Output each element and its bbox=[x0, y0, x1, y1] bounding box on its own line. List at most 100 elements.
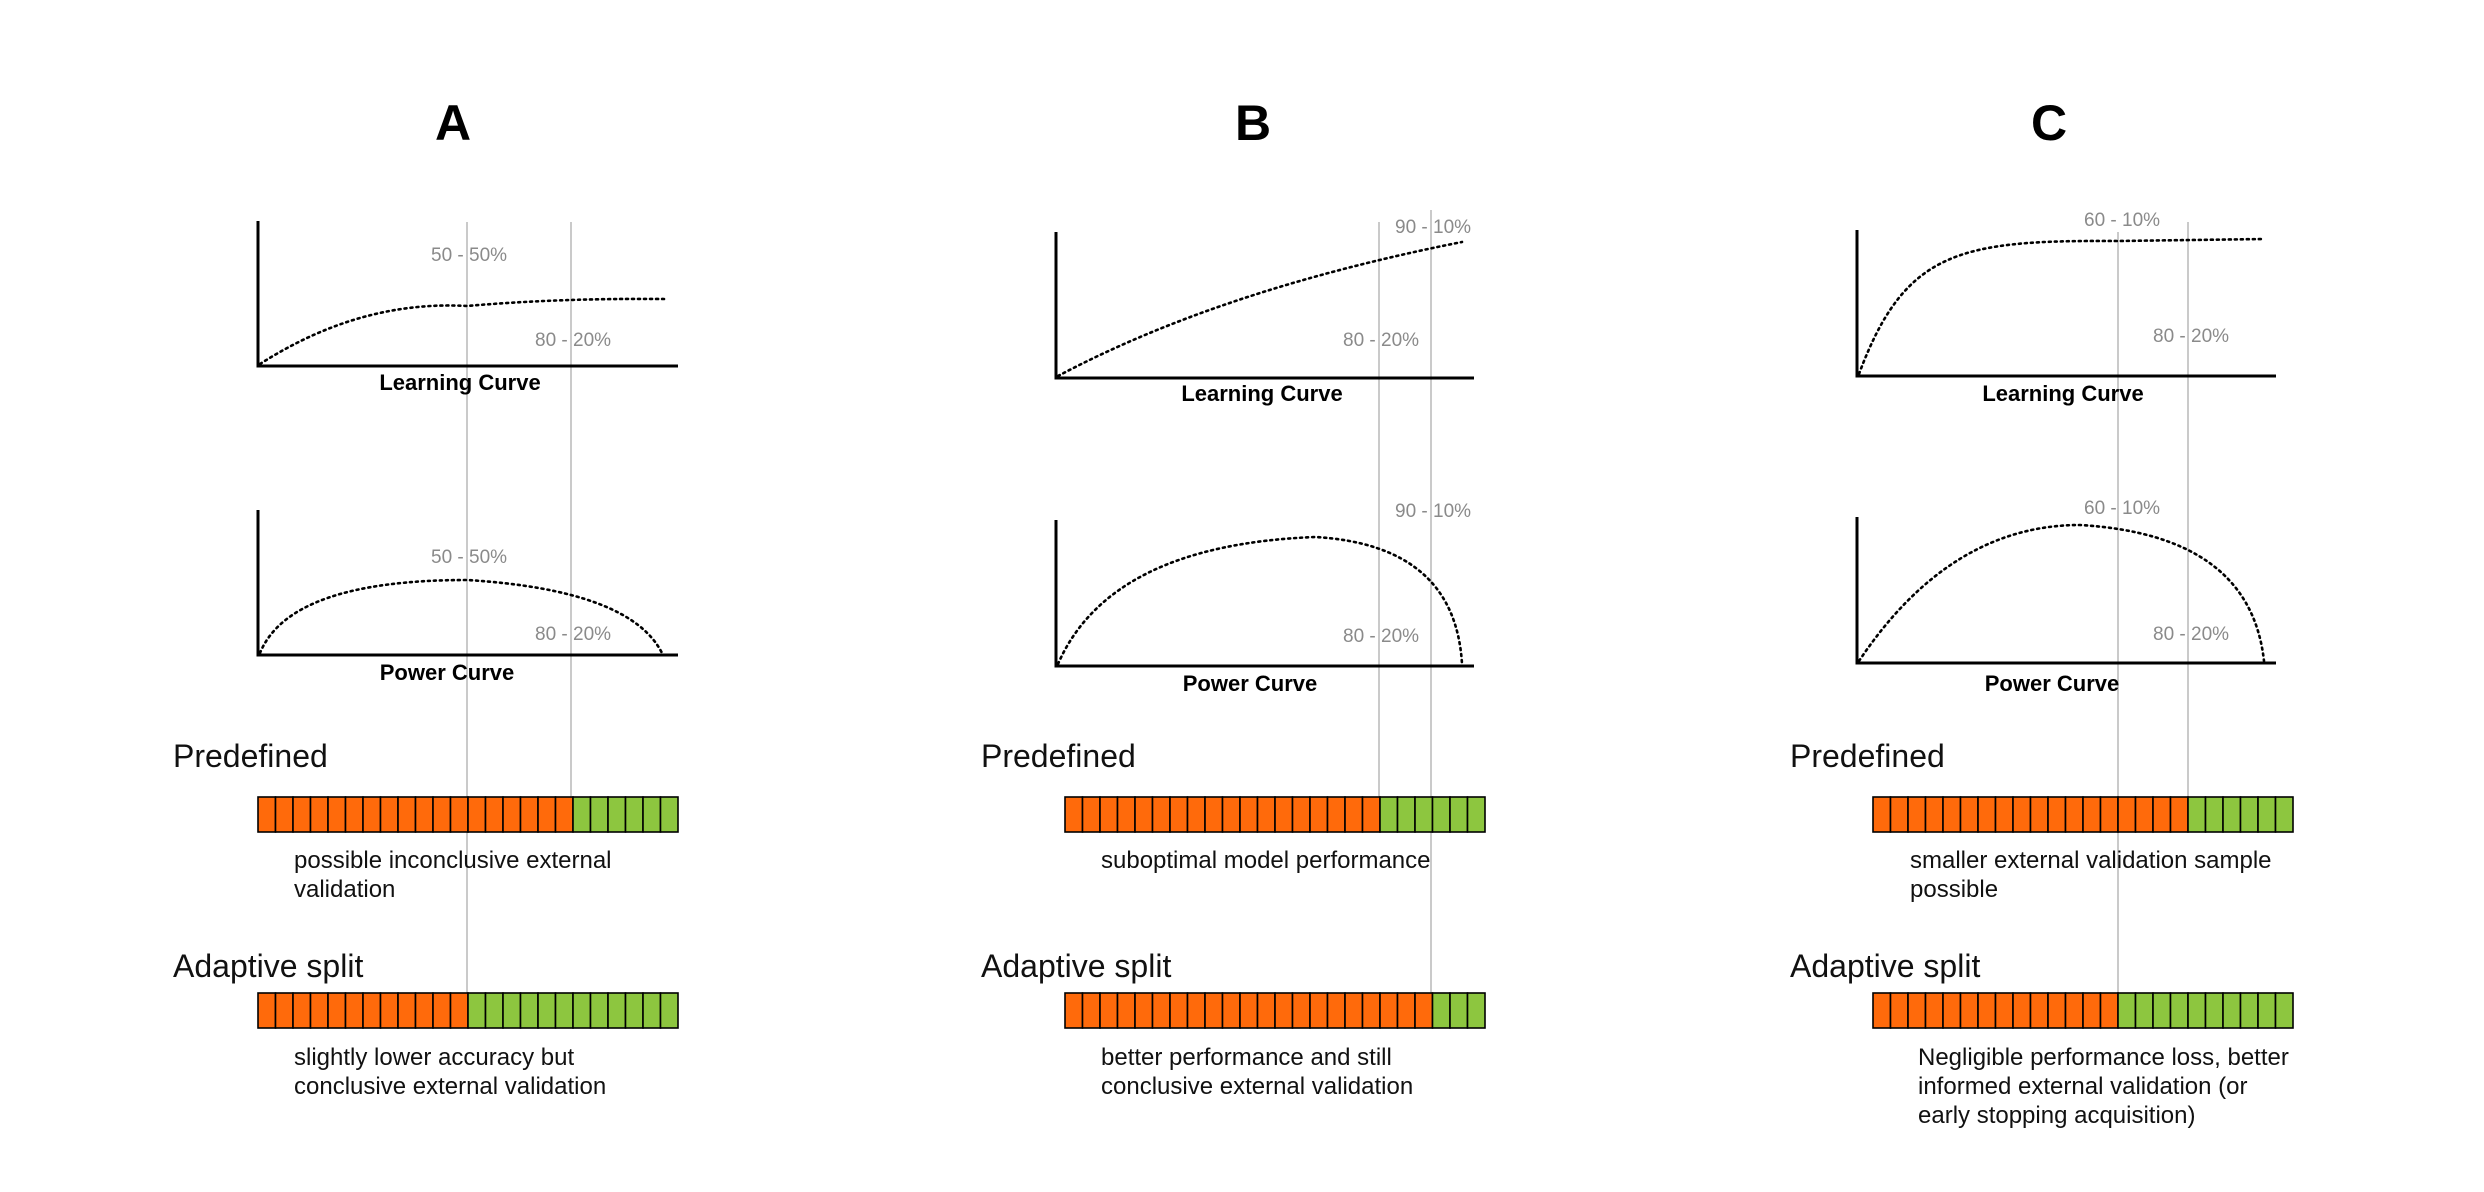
plot-axes bbox=[1054, 232, 1474, 380]
train-segment bbox=[519, 796, 539, 833]
description-line: early stopping acquisition) bbox=[1918, 1102, 2196, 1129]
train-segment bbox=[2029, 992, 2049, 1029]
train-segment bbox=[1169, 992, 1189, 1029]
train-segment bbox=[2029, 796, 2049, 833]
description-line: slightly lower accuracy but bbox=[294, 1044, 574, 1071]
train-segment bbox=[2117, 796, 2137, 833]
train-segment bbox=[274, 992, 294, 1029]
split-annotation-lower: 80 - 20% bbox=[1343, 626, 1419, 647]
predefined-split-bar bbox=[257, 796, 679, 833]
predefined-split-bar bbox=[1064, 796, 1486, 833]
validation-segment bbox=[2169, 992, 2189, 1029]
train-segment bbox=[1274, 992, 1294, 1029]
train-segment bbox=[1239, 992, 1259, 1029]
train-segment bbox=[1221, 796, 1241, 833]
train-segment bbox=[1942, 796, 1962, 833]
validation-segment bbox=[2187, 992, 2207, 1029]
train-segment bbox=[1361, 796, 1381, 833]
validation-segment bbox=[2239, 796, 2259, 833]
train-segment bbox=[1326, 992, 1346, 1029]
train-segment bbox=[1907, 796, 1927, 833]
train-segment bbox=[1221, 992, 1241, 1029]
validation-segment bbox=[2257, 992, 2277, 1029]
split-annotation-lower: 80 - 20% bbox=[2153, 326, 2229, 347]
train-segment bbox=[414, 796, 434, 833]
split-annotation-upper: 60 - 10% bbox=[2084, 210, 2160, 231]
train-segment bbox=[1064, 992, 1084, 1029]
train-segment bbox=[1081, 992, 1101, 1029]
power-curve-line bbox=[1857, 523, 2266, 663]
train-segment bbox=[1186, 796, 1206, 833]
validation-segment bbox=[1396, 796, 1416, 833]
panel-title: C bbox=[2031, 95, 2067, 151]
validation-segment bbox=[659, 992, 679, 1029]
plot-axes bbox=[256, 510, 678, 657]
train-segment bbox=[2152, 796, 2172, 833]
train-segment bbox=[502, 796, 522, 833]
plot-axes bbox=[1054, 520, 1474, 668]
validation-segment bbox=[1431, 992, 1451, 1029]
validation-segment bbox=[2187, 796, 2207, 833]
train-segment bbox=[1116, 796, 1136, 833]
validation-segment bbox=[659, 796, 679, 833]
split-annotation-upper: 90 - 10% bbox=[1395, 217, 1471, 238]
train-segment bbox=[414, 992, 434, 1029]
power-curve-line bbox=[1056, 535, 1464, 666]
learning-curve-plot: 90 - 10% 80 - 20% Learning Curve bbox=[1054, 217, 1474, 406]
panel-c: C 60 - 10% 80 - 20% Learning Curve 60 - … bbox=[1790, 95, 2296, 1129]
description-line: smaller external validation sample bbox=[1910, 847, 2272, 874]
train-segment bbox=[344, 796, 364, 833]
train-segment bbox=[1291, 796, 1311, 833]
train-segment bbox=[257, 992, 277, 1029]
split-annotation-lower: 80 - 20% bbox=[535, 624, 611, 645]
predefined-description: suboptimal model performance bbox=[1101, 847, 1431, 874]
validation-segment bbox=[1431, 796, 1451, 833]
train-segment bbox=[1099, 992, 1119, 1029]
validation-segment bbox=[624, 992, 644, 1029]
train-segment bbox=[362, 992, 382, 1029]
validation-segment bbox=[502, 992, 522, 1029]
validation-segment bbox=[1414, 796, 1434, 833]
learning-curve-plot: 50 - 50% 80 - 20% Learning Curve bbox=[256, 221, 678, 395]
split-annotation-upper: 50 - 50% bbox=[431, 547, 507, 568]
description-line: possible inconclusive external bbox=[294, 847, 612, 874]
train-segment bbox=[1959, 992, 1979, 1029]
train-segment bbox=[1134, 796, 1154, 833]
train-segment bbox=[327, 796, 347, 833]
train-segment bbox=[449, 796, 469, 833]
validation-segment bbox=[2257, 796, 2277, 833]
train-segment bbox=[2064, 992, 2084, 1029]
learning-curve-line bbox=[1857, 237, 2266, 376]
train-segment bbox=[2064, 796, 2084, 833]
train-segment bbox=[1204, 796, 1224, 833]
train-segment bbox=[1274, 796, 1294, 833]
train-segment bbox=[432, 992, 452, 1029]
train-segment bbox=[1151, 796, 1171, 833]
power-curve-plot: 90 - 10% 80 - 20% Power Curve bbox=[1054, 501, 1474, 696]
train-segment bbox=[2169, 796, 2189, 833]
train-segment bbox=[1151, 992, 1171, 1029]
validation-segment bbox=[1466, 992, 1486, 1029]
adaptive-heading: Adaptive split bbox=[1790, 948, 1980, 984]
train-segment bbox=[1291, 992, 1311, 1029]
train-segment bbox=[344, 992, 364, 1029]
split-annotation-upper: 90 - 10% bbox=[1395, 501, 1471, 522]
plot-axes bbox=[1855, 517, 2276, 665]
train-segment bbox=[1396, 992, 1416, 1029]
train-segment bbox=[2099, 992, 2119, 1029]
validation-segment bbox=[572, 796, 592, 833]
predefined-description: possible inconclusive external validatio… bbox=[294, 847, 618, 903]
validation-segment bbox=[2204, 796, 2224, 833]
power-curve-line bbox=[258, 578, 664, 655]
power-curve-label: Power Curve bbox=[1985, 671, 2120, 696]
validation-segment bbox=[2134, 992, 2154, 1029]
adaptive-description: Negligible performance loss, better info… bbox=[1918, 1044, 2296, 1129]
validation-segment bbox=[624, 796, 644, 833]
train-segment bbox=[2082, 992, 2102, 1029]
train-segment bbox=[2012, 796, 2032, 833]
description-line: better performance and still bbox=[1101, 1044, 1392, 1071]
validation-segment bbox=[589, 796, 609, 833]
adaptive-heading: Adaptive split bbox=[173, 948, 363, 984]
description-line: conclusive external validation bbox=[1101, 1073, 1413, 1100]
power-curve-label: Power Curve bbox=[1183, 671, 1318, 696]
